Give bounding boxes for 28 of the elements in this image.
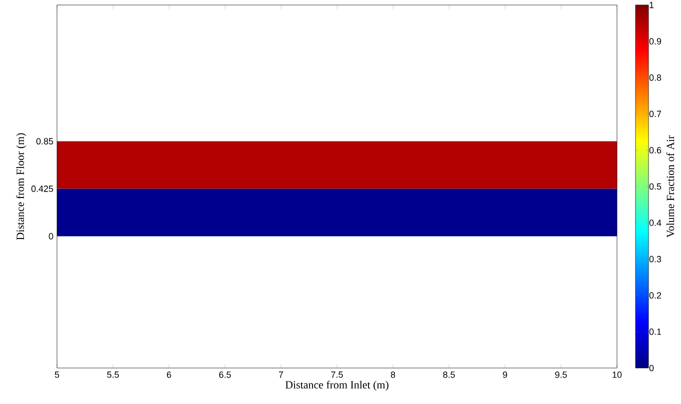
x-tick-label: 8 bbox=[390, 372, 396, 378]
y-tick-label: 0.85 bbox=[36, 138, 54, 144]
color-bar-label: 0 bbox=[649, 364, 654, 372]
color-bar-label: 0.4 bbox=[649, 220, 662, 226]
color-bar-label: 0.3 bbox=[649, 256, 662, 262]
color-bar-label: 0.1 bbox=[649, 328, 662, 335]
x-tick-label: 6.5 bbox=[219, 372, 231, 378]
x-tick-label: 10 bbox=[612, 372, 622, 378]
x-tick-label: 7.5 bbox=[331, 372, 343, 378]
color-bar-label: 0.6 bbox=[649, 147, 662, 154]
color-bar-label: 0.8 bbox=[649, 74, 662, 81]
color-bar-label: 0.5 bbox=[649, 183, 662, 190]
color-bar-label: 0.2 bbox=[649, 292, 662, 299]
x-tick-label: 5.5 bbox=[107, 372, 119, 378]
color-bar-title: Volume Fraction of Air bbox=[666, 135, 674, 238]
x-tick-label: 6 bbox=[166, 372, 172, 378]
y-tick-label: 0 bbox=[48, 233, 54, 240]
color-bar-label: 0.9 bbox=[649, 38, 662, 44]
x-tick-label: 5 bbox=[54, 372, 60, 378]
x-tick-label: 9 bbox=[502, 372, 508, 378]
x-tick-label: 7 bbox=[278, 372, 284, 378]
x-tick-label: 8.5 bbox=[443, 372, 455, 378]
y-axis-title: Distance from Floor (m) bbox=[16, 133, 26, 240]
y-tick-label: 0.425 bbox=[31, 186, 54, 192]
x-tick-label: 9.5 bbox=[555, 372, 567, 378]
x-axis-title: Distance from Inlet (m) bbox=[285, 380, 388, 391]
color-bar-label: 0.7 bbox=[649, 110, 662, 118]
color-bar-label: 1 bbox=[650, 2, 654, 8]
